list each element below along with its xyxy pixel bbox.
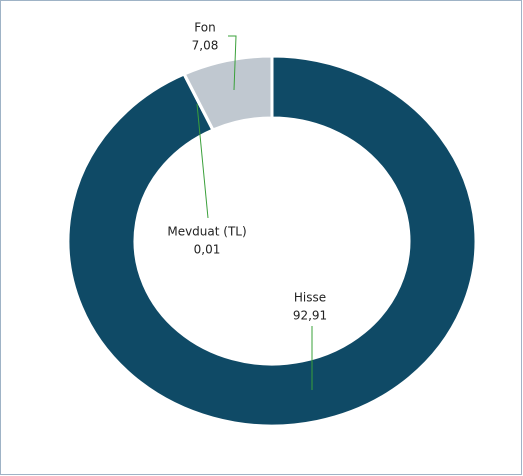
slice-label: Hisse — [294, 291, 326, 305]
value-label: 0,01 — [194, 243, 221, 257]
slice-label: Mevduat (TL) — [167, 225, 246, 239]
donut-slice — [182, 54, 274, 132]
leader-line — [228, 35, 237, 91]
donut-slice — [66, 54, 478, 428]
value-label: 7,08 — [192, 39, 219, 53]
value-label: 92,91 — [293, 309, 327, 323]
slice-label: Fon — [194, 21, 215, 35]
leader-line — [196, 103, 209, 219]
